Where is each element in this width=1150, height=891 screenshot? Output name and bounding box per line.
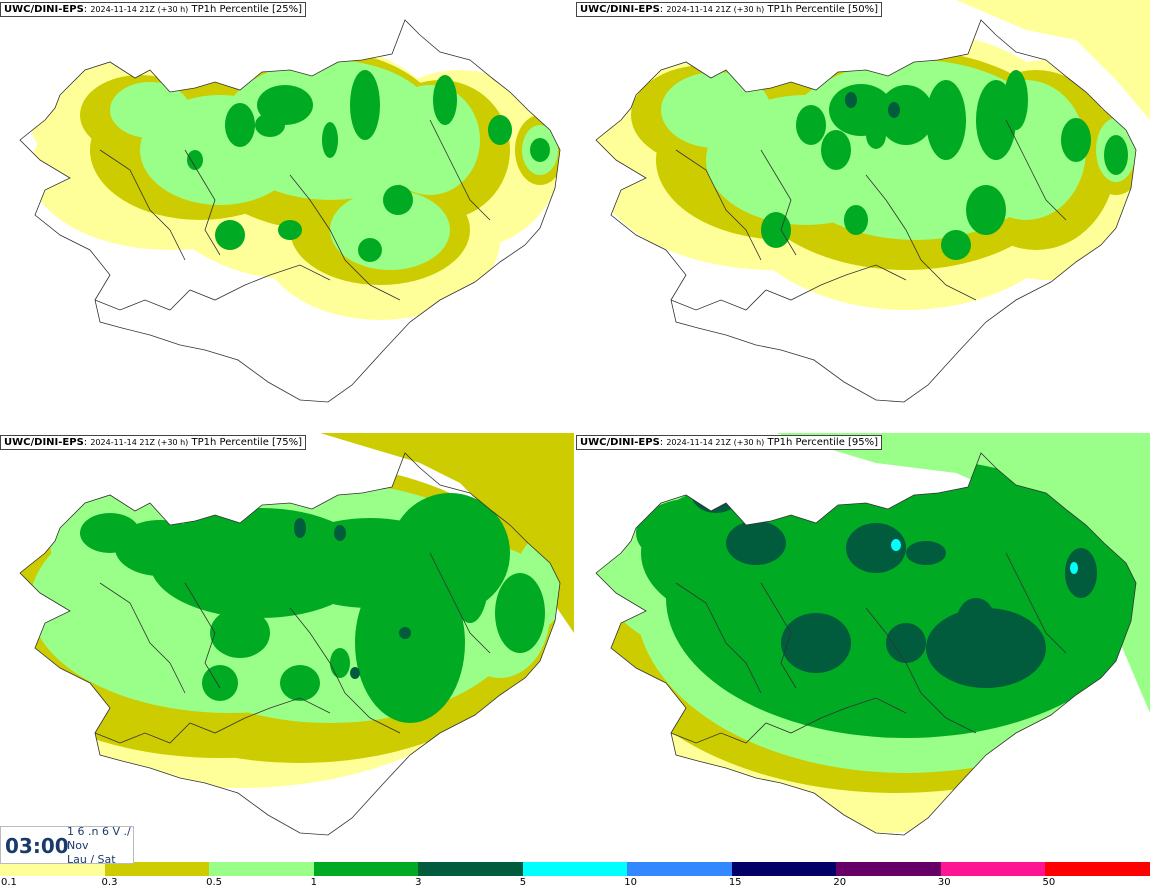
valid-time-box: 03:00 1 6 .n 6 V ./ Nov Lau / Sat <box>0 826 134 864</box>
colorbar-segment <box>1045 862 1150 876</box>
colorbar-segment <box>731 862 837 876</box>
forecast-datetime: 2024-11-14 21Z (+30 h) <box>666 5 765 14</box>
colorbar-segment <box>418 862 523 876</box>
forecast-datetime: 2024-11-14 21Z (+30 h) <box>90 5 189 14</box>
colorbar-segment <box>627 862 732 876</box>
colorbar-tick-label: 5 <box>519 877 527 888</box>
model-name: UWC/DINI-EPS <box>4 437 84 448</box>
precip-map <box>19 19 561 403</box>
panel-title: UWC/DINI-EPS: 2024-11-14 21Z (+30 h) TP1… <box>576 435 883 450</box>
colorbar-tick-label: 0.5 <box>206 877 222 888</box>
map-panel-p75: UWC/DINI-EPS: 2024-11-14 21Z (+30 h) TP1… <box>0 433 574 861</box>
field-name: TP1h Percentile [25%] <box>191 4 303 15</box>
colorbar-tick-label: 15 <box>728 877 742 888</box>
model-name: UWC/DINI-EPS <box>580 4 660 15</box>
colorbar-tick-label: 50 <box>1042 877 1056 888</box>
colorbar-tick-label: 20 <box>833 877 847 888</box>
valid-day: 1 6 .n 6 V ./ <box>67 826 131 838</box>
field-name: TP1h Percentile [50%] <box>767 4 879 15</box>
colorbar-segment <box>209 862 314 876</box>
panel-divider <box>0 428 1150 433</box>
colorbar-tick-label: 0.3 <box>101 877 118 888</box>
field-name: TP1h Percentile [75%] <box>191 437 303 448</box>
map-panel-p25: UWC/DINI-EPS: 2024-11-14 21Z (+30 h) TP1… <box>0 0 574 428</box>
field-name: TP1h Percentile [95%] <box>767 437 879 448</box>
forecast-datetime: 2024-11-14 21Z (+30 h) <box>90 438 189 447</box>
colorbar-ticks: 0.1 0.3 0.5 1 3 5 10 15 20 30 50 <box>0 876 1150 891</box>
colorbar-tick-label: 0.1 <box>1 877 17 888</box>
precip-map <box>595 433 1150 836</box>
colorbar-segment <box>313 862 419 876</box>
model-name: UWC/DINI-EPS <box>580 437 660 448</box>
colorbar-tick-label: 10 <box>624 877 637 888</box>
forecast-datetime: 2024-11-14 21Z (+30 h) <box>666 438 765 447</box>
colorbar-segment <box>0 862 105 876</box>
colorbar-tick-label: 3 <box>415 877 422 888</box>
colorbar-segment <box>522 862 628 876</box>
precip-map <box>595 0 1150 403</box>
map-panel-p50: UWC/DINI-EPS: 2024-11-14 21Z (+30 h) TP1… <box>576 0 1150 428</box>
colorbar-segment <box>104 862 210 876</box>
colorbar-tick-label: 30 <box>937 877 951 888</box>
colorbar-tick-label: 1 <box>310 877 317 888</box>
precip-map <box>19 433 574 836</box>
valid-weekday: Lau / Sat <box>67 853 116 864</box>
panel-title: UWC/DINI-EPS: 2024-11-14 21Z (+30 h) TP1… <box>0 435 307 450</box>
panel-title: UWC/DINI-EPS: 2024-11-14 21Z (+30 h) TP1… <box>576 2 883 17</box>
map-panel-p95: UWC/DINI-EPS: 2024-11-14 21Z (+30 h) TP1… <box>576 433 1150 861</box>
colorbar-segment <box>940 862 1046 876</box>
valid-month: Nov <box>67 839 89 852</box>
panel-title: UWC/DINI-EPS: 2024-11-14 21Z (+30 h) TP1… <box>0 2 307 17</box>
valid-time: 03:00 <box>5 834 69 858</box>
colorbar-segment <box>836 862 941 876</box>
model-name: UWC/DINI-EPS <box>4 4 84 15</box>
colorbar <box>0 862 1150 876</box>
